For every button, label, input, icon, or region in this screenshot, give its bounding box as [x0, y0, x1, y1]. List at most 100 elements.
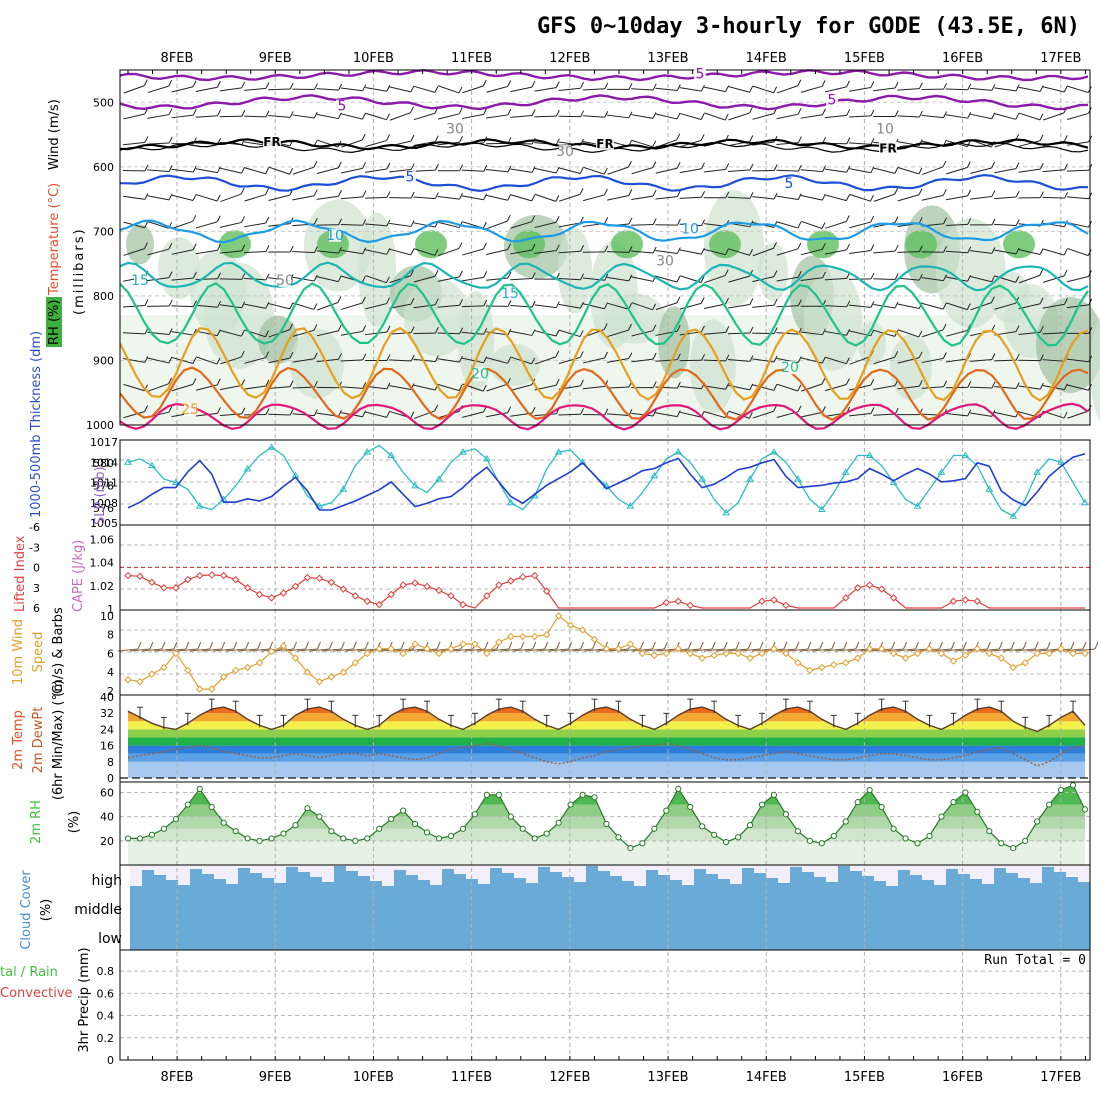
wind-speed-point — [602, 645, 611, 653]
contour-label: FR — [263, 135, 280, 149]
surface-barb — [943, 648, 964, 652]
thickness-line — [127, 453, 1086, 511]
wind-speed-point — [219, 673, 228, 681]
wind-speed-point — [818, 663, 826, 672]
surface-barb — [488, 648, 509, 652]
rh-shade — [804, 268, 862, 371]
wind-barb-flag — [434, 249, 439, 256]
wind-barb-flag — [676, 381, 681, 389]
cloud-high-bar — [178, 885, 190, 892]
cloud-high-bar — [574, 882, 586, 892]
wind-barb — [171, 168, 194, 173]
rh-ylabel-2: (%) — [67, 811, 82, 834]
surface-barb-flag — [520, 641, 525, 650]
slp-point — [315, 502, 324, 509]
wind-barb — [558, 413, 581, 416]
wind-barb-flag — [846, 137, 851, 144]
wind-barb-flag — [749, 192, 754, 199]
wind-barb-flag — [289, 168, 294, 175]
contour-label-bg — [694, 67, 706, 81]
wind-barb-flag — [313, 161, 318, 168]
wind-barb — [1018, 112, 1041, 121]
rh-shade-high — [611, 230, 643, 259]
wind-barb — [825, 221, 847, 229]
wind-barb-flag — [313, 217, 318, 225]
lifted-index-point — [160, 584, 168, 592]
wind-barb — [486, 357, 508, 364]
surface-barb-flag — [807, 641, 812, 650]
upper-air-ylabel: Wind (m/s) Temperature (°C) RH (%) (milliba… — [46, 99, 87, 347]
wind-barb-flag — [507, 194, 512, 201]
rh-shade — [658, 306, 690, 379]
contour-minus5-upper — [119, 68, 1089, 82]
surface-barb-flag — [783, 641, 788, 650]
temp-bands — [128, 707, 1085, 778]
wind-barb-flag — [410, 85, 415, 93]
contour-label: 30 — [556, 144, 574, 160]
wind-speed-point — [913, 649, 922, 658]
wind-barb-flag — [966, 324, 971, 331]
wind-barb — [413, 222, 436, 228]
surface-barb-flag — [316, 641, 321, 650]
contour-label: FR — [596, 137, 613, 151]
wind-barb-flag — [338, 353, 342, 360]
contour-label-bg — [783, 177, 795, 191]
wind-barb-flag — [531, 406, 536, 414]
wind-barb-flag — [555, 138, 560, 145]
wind-barb-flag — [289, 380, 294, 387]
wind-barb-flag — [337, 324, 342, 332]
wind-barb — [921, 194, 944, 201]
wind-barb-flag — [507, 80, 512, 87]
wind-barb-flag — [773, 242, 777, 249]
wind-barb-flag — [725, 326, 730, 333]
wind-barb-flag — [531, 215, 536, 222]
wind-barb-flag — [749, 85, 754, 93]
precip-tick: 0.4 — [97, 1010, 115, 1023]
axis-tick: 1005 — [90, 517, 118, 530]
wind-speed-point — [865, 645, 874, 653]
date-label-bottom: 13FEB — [647, 1070, 688, 1085]
wind-barb-flag — [942, 323, 947, 331]
cloud-high-bar — [622, 881, 634, 892]
wind-barb — [219, 304, 242, 309]
surface-barb-flag — [1034, 641, 1039, 650]
wind-barb — [389, 275, 411, 284]
wind-barb — [969, 87, 993, 91]
rh2m-point — [376, 825, 383, 832]
wind-barb-flag — [604, 408, 609, 416]
slp-ylabel: SLP (mb) — [93, 466, 108, 525]
wind-barb-flag — [773, 405, 778, 412]
wind-barb — [655, 359, 678, 362]
wind-barb — [461, 169, 484, 172]
contour-label: 10 — [681, 221, 699, 237]
cloud-high-bar — [382, 886, 394, 892]
wind-barb — [316, 139, 339, 148]
wind-barb-flag — [918, 110, 923, 118]
cloud-high-bar — [766, 878, 778, 892]
wind-barb — [413, 304, 436, 309]
wind-barb — [413, 196, 436, 200]
wind-barb — [1018, 140, 1041, 147]
wind-barb — [389, 359, 412, 362]
wind-barb — [316, 88, 339, 91]
wind-barb — [800, 331, 823, 336]
wind-barb-flag — [144, 405, 149, 412]
rh2m-point — [340, 835, 347, 842]
wind-barb — [752, 113, 774, 120]
wind-barb — [776, 248, 799, 256]
wind-barb-flag — [797, 405, 802, 413]
rh2m-point — [423, 829, 431, 836]
wind-barb-flag — [870, 81, 875, 88]
wind-barb — [776, 169, 799, 172]
wind-barb-flag — [749, 383, 754, 391]
wind-barb-flag — [338, 218, 343, 225]
wind-barb — [268, 194, 290, 201]
wind-barb-flag — [216, 81, 221, 88]
wind-barb — [558, 193, 581, 202]
wind-speed-point — [267, 647, 276, 656]
cloud-high-bar — [946, 869, 958, 892]
wind-barb — [171, 194, 194, 201]
wind-barb — [1066, 141, 1089, 146]
cloud-high-bar — [1054, 872, 1066, 892]
slp-point — [1081, 498, 1089, 506]
